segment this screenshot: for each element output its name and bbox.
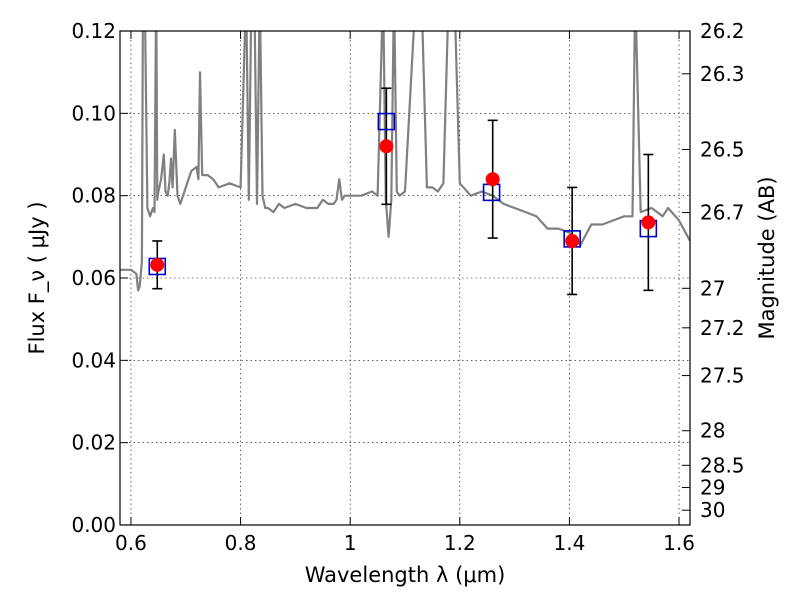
observed-flux-point <box>641 215 656 230</box>
y-tick-label: 0.00 <box>71 513 116 537</box>
y-tick-label: 0.02 <box>71 431 116 455</box>
y-tick-label: 0.04 <box>71 348 116 372</box>
right-tick-label: 26.2 <box>700 19 745 43</box>
y-tick-label: 0.12 <box>71 19 116 43</box>
observed-flux-point <box>379 139 394 154</box>
x-axis-label: Wavelength λ (μm) <box>305 563 506 587</box>
y-axis-label: Flux F_ν ( μJy ) <box>25 201 50 354</box>
right-tick-label: 27.2 <box>700 316 745 340</box>
model-square-point <box>377 112 396 131</box>
observed-flux-point <box>485 172 500 187</box>
y-tick-label: 0.10 <box>71 101 116 125</box>
x-tick-label: 0.6 <box>115 531 147 555</box>
observed-flux-point <box>150 257 165 272</box>
right-tick-label: 29 <box>700 476 725 500</box>
right-tick-label: 26.3 <box>700 62 745 86</box>
x-tick-label: 0.8 <box>225 531 257 555</box>
right-axis-label: Magnitude (AB) <box>755 176 779 339</box>
right-tick-label: 27.5 <box>700 364 745 388</box>
x-tick-label: 1 <box>344 531 357 555</box>
x-tick-label: 1.2 <box>444 531 476 555</box>
ticks: 0.6 0.8 1 1.2 1.4 1.6 0.00 0.02 0.04 0.06 0.08 0.10… <box>71 19 744 555</box>
y-tick-label: 0.06 <box>71 266 116 290</box>
right-tick-label: 28.5 <box>700 453 745 477</box>
right-tick-label: 30 <box>700 498 725 522</box>
plot-area <box>120 31 690 296</box>
x-tick-label: 1.6 <box>663 531 695 555</box>
right-tick-label: 26.5 <box>700 138 745 162</box>
right-tick-label: 28 <box>700 419 725 443</box>
observed-flux-point <box>565 233 580 248</box>
y-tick-label: 0.08 <box>71 184 116 208</box>
right-tick-label: 27 <box>700 276 725 300</box>
right-tick-label: 26.7 <box>700 201 745 225</box>
x-tick-label: 1.4 <box>554 531 586 555</box>
spectrum-line <box>120 31 690 292</box>
